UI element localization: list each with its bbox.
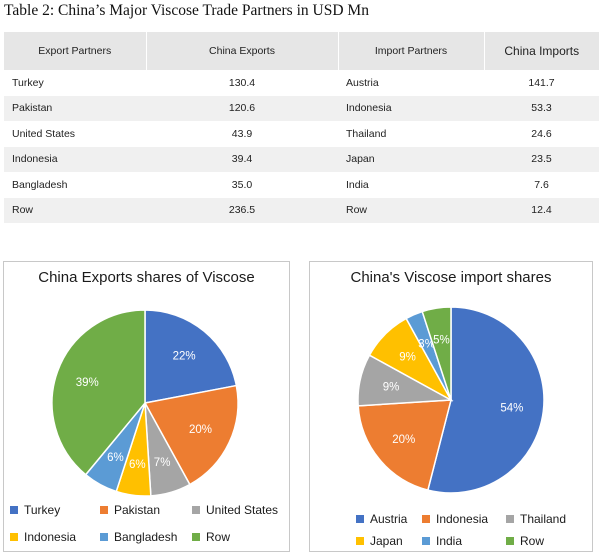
export-partner-cell: Turkey [12, 76, 44, 89]
legend-label: Row [206, 530, 231, 544]
legend-item: Thailand [506, 512, 566, 526]
legend-label: Austria [370, 512, 408, 526]
legend-swatch [100, 506, 108, 514]
slice-label: 9% [399, 352, 416, 364]
pie-slice-austria [426, 306, 545, 494]
table-body: Turkey 130.4 Austria 141.7 Pakistan 120.6 Indo… [4, 70, 599, 223]
import-partner-cell: Austria [346, 76, 379, 89]
pie-slice-turkey [144, 309, 238, 404]
import-partner-cell: Row [338, 197, 484, 223]
legend-item: Austria [356, 512, 407, 526]
export-partner-cell: Row [4, 197, 146, 223]
trade-partners-table: Export Partners China Exports Import Par… [4, 32, 599, 223]
legend-item: Bangladesh [100, 530, 177, 544]
slice-label: 6% [107, 452, 124, 464]
china-exports-cell: 39.4 [146, 146, 338, 172]
legend-label: Indonesia [24, 530, 77, 544]
china-exports-cell: 120.6 [146, 95, 338, 121]
chart-title: China's Viscose import shares [350, 269, 552, 286]
legend-label: United States [206, 503, 279, 517]
import-partner-cell: India [346, 178, 369, 191]
china-exports-cell: 130.4 [228, 76, 256, 89]
header-china-exports: China Exports [146, 32, 339, 70]
slice-label: 6% [129, 459, 146, 471]
legend-item: India [422, 534, 462, 548]
table-row: United States 43.9 Thailand 24.6 [4, 121, 599, 147]
legend-label: Japan [370, 534, 403, 548]
slice-label: 20% [189, 424, 212, 436]
slice-label: 5% [433, 334, 450, 346]
table-row: Bangladesh 35.0 India 7.6 [4, 172, 599, 198]
export-partner-cell: Pakistan [4, 95, 146, 121]
table-row: Pakistan 120.6 Indonesia 53.3 [4, 95, 599, 121]
export-pie: 22% 20% 7% 6% 6% 39% [51, 309, 239, 497]
export-partner-cell: Bangladesh [12, 178, 68, 191]
legend-item: United States [192, 503, 278, 517]
legend-swatch [192, 506, 200, 514]
legend-item: Row [192, 530, 230, 544]
legend-label: India [436, 534, 463, 548]
legend-swatch [422, 515, 430, 523]
export-partner-cell: United States [12, 127, 76, 140]
legend-label: Turkey [24, 503, 61, 517]
legend-swatch [356, 515, 364, 523]
table-title: Table 2: China’s Major Viscose Trade Par… [4, 2, 369, 19]
header-china-imports: China Imports [484, 32, 599, 70]
pie-slice-row [51, 309, 146, 476]
china-exports-cell: 35.0 [231, 178, 253, 191]
table-header-row: Export Partners China Exports Import Par… [4, 32, 599, 70]
legend-swatch [422, 537, 430, 545]
slice-label: 54% [500, 403, 523, 415]
legend-item: Indonesia [10, 530, 76, 544]
legend-swatch [506, 515, 514, 523]
china-imports-cell: 23.5 [484, 146, 599, 172]
legend-item: Indonesia [422, 512, 488, 526]
china-imports-cell: 53.3 [484, 95, 599, 121]
legend-item: Row [506, 534, 544, 548]
table-row: Indonesia 39.4 Japan 23.5 [4, 146, 599, 172]
pie-slice-pakistan [143, 384, 239, 486]
china-exports-cell: 43.9 [231, 127, 253, 140]
legend-item: Pakistan [100, 503, 160, 517]
table-row: Row 236.5 Row 12.4 [4, 197, 599, 223]
legend-swatch [100, 533, 108, 541]
legend-label: Bangladesh [114, 530, 178, 544]
pie-slice-indonesia [357, 399, 452, 491]
legend-swatch [10, 506, 18, 514]
pie-slice-row [421, 306, 452, 401]
china-exports-cell: 236.5 [146, 197, 338, 223]
legend-swatch [506, 537, 514, 545]
import-shares-chart: China's Viscose import shares 54% 20% 9% 9%… [309, 261, 593, 552]
china-imports-cell: 24.6 [531, 127, 552, 140]
legend-item: Japan [356, 534, 403, 548]
slice-label: 20% [392, 434, 415, 446]
legend-swatch [10, 533, 18, 541]
chart-title: China Exports shares of Viscose [38, 269, 255, 286]
import-pie: 54%20%9%9%3%5% [357, 306, 545, 494]
slice-label: 3% [418, 339, 435, 351]
slice-label: 7% [154, 457, 171, 469]
header-export-partners: Export Partners [4, 32, 147, 70]
legend-swatch [192, 533, 200, 541]
legend-label: Pakistan [114, 503, 161, 517]
header-import-partners: Import Partners [338, 32, 485, 70]
china-imports-cell: 141.7 [528, 76, 555, 89]
china-imports-cell: 7.6 [534, 178, 549, 191]
export-shares-chart: China Exports shares of Viscose 22% 20% 7%… [3, 261, 290, 552]
import-partner-cell: Japan [338, 146, 484, 172]
legend-label: Thailand [520, 512, 567, 526]
export-partner-cell: Indonesia [4, 146, 146, 172]
import-partner-cell: Indonesia [338, 95, 484, 121]
import-partner-cell: Thailand [346, 127, 387, 140]
slice-label: 9% [383, 382, 400, 394]
legend-item: Turkey [10, 503, 60, 517]
china-imports-cell: 12.4 [484, 197, 599, 223]
legend-label: Indonesia [436, 512, 489, 526]
slice-label: 39% [76, 377, 99, 389]
slice-label: 22% [173, 351, 196, 363]
legend-swatch [356, 537, 364, 545]
legend-label: Row [520, 534, 545, 548]
table-row: Turkey 130.4 Austria 141.7 [4, 70, 599, 96]
